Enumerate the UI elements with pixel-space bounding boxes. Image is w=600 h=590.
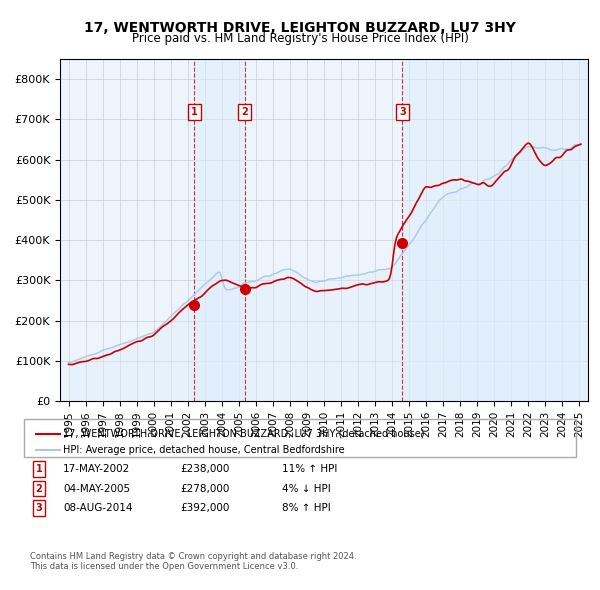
Text: £392,000: £392,000: [180, 503, 229, 513]
Text: 11% ↑ HPI: 11% ↑ HPI: [282, 464, 337, 474]
Text: 08-AUG-2014: 08-AUG-2014: [63, 503, 133, 513]
Text: Price paid vs. HM Land Registry's House Price Index (HPI): Price paid vs. HM Land Registry's House …: [131, 32, 469, 45]
Bar: [403, 59, 588, 401]
Text: 3: 3: [399, 107, 406, 117]
Text: 2: 2: [35, 484, 43, 493]
Text: 3: 3: [35, 503, 43, 513]
Text: 4% ↓ HPI: 4% ↓ HPI: [282, 484, 331, 493]
Text: HPI: Average price, detached house, Central Bedfordshire: HPI: Average price, detached house, Cent…: [63, 445, 344, 454]
Text: 17, WENTWORTH DRIVE, LEIGHTON BUZZARD, LU7 3HY (detached house): 17, WENTWORTH DRIVE, LEIGHTON BUZZARD, L…: [63, 429, 425, 438]
Text: 1: 1: [191, 107, 197, 117]
Text: 17, WENTWORTH DRIVE, LEIGHTON BUZZARD, LU7 3HY: 17, WENTWORTH DRIVE, LEIGHTON BUZZARD, L…: [84, 21, 516, 35]
Text: 2: 2: [241, 107, 248, 117]
Text: £278,000: £278,000: [180, 484, 229, 493]
Bar: [194, 59, 245, 401]
Text: Contains HM Land Registry data © Crown copyright and database right 2024.
This d: Contains HM Land Registry data © Crown c…: [30, 552, 356, 571]
Text: 8% ↑ HPI: 8% ↑ HPI: [282, 503, 331, 513]
Text: 04-MAY-2005: 04-MAY-2005: [63, 484, 130, 493]
Text: 17-MAY-2002: 17-MAY-2002: [63, 464, 130, 474]
Text: £238,000: £238,000: [180, 464, 229, 474]
Text: 1: 1: [35, 464, 43, 474]
